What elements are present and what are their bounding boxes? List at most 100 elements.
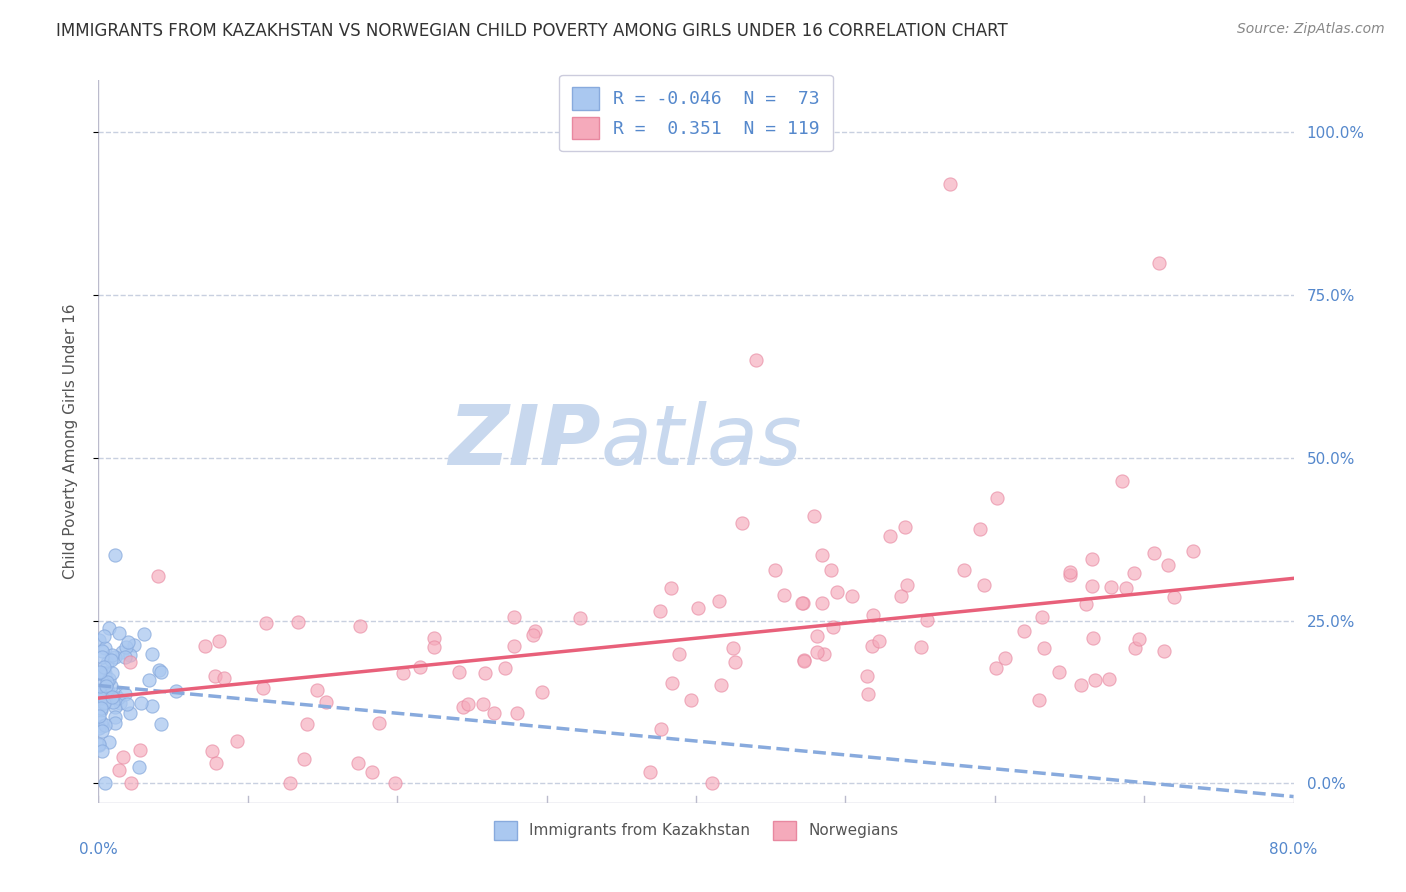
Point bbox=[1032, 641, 1054, 656]
Point bbox=[87, 632, 110, 647]
Point bbox=[128, 760, 150, 774]
Point bbox=[96, 681, 118, 696]
Point bbox=[707, 593, 730, 607]
Point bbox=[361, 765, 384, 780]
Point bbox=[661, 676, 683, 690]
Point bbox=[146, 569, 169, 583]
Point bbox=[138, 673, 160, 688]
Point bbox=[1047, 665, 1070, 680]
Point bbox=[115, 640, 138, 654]
Point bbox=[724, 655, 747, 669]
Point bbox=[474, 666, 496, 681]
Point bbox=[368, 715, 391, 730]
Point bbox=[823, 620, 845, 634]
Point bbox=[806, 629, 828, 643]
Point bbox=[650, 723, 672, 737]
Point bbox=[1084, 673, 1107, 687]
Point bbox=[89, 687, 111, 701]
Point bbox=[810, 548, 832, 562]
Text: atlas: atlas bbox=[600, 401, 801, 482]
Point bbox=[117, 635, 139, 649]
Point bbox=[973, 578, 995, 592]
Point bbox=[896, 578, 918, 592]
Y-axis label: Child Poverty Among Girls Under 16: Child Poverty Among Girls Under 16 bbox=[63, 304, 77, 579]
Point bbox=[803, 508, 825, 523]
Text: 0.0%: 0.0% bbox=[79, 842, 118, 857]
Point bbox=[1182, 544, 1205, 558]
Point bbox=[879, 529, 901, 543]
Point bbox=[96, 657, 118, 671]
Point bbox=[204, 756, 226, 770]
Point bbox=[813, 647, 835, 661]
Point bbox=[763, 563, 786, 577]
Point bbox=[524, 624, 547, 638]
Point bbox=[811, 595, 834, 609]
Point bbox=[1143, 546, 1166, 560]
Point bbox=[201, 744, 224, 758]
Point bbox=[87, 709, 110, 723]
Text: 80.0%: 80.0% bbox=[1270, 842, 1317, 857]
Point bbox=[90, 701, 112, 715]
Point bbox=[1059, 566, 1081, 580]
Point bbox=[212, 672, 235, 686]
Point bbox=[100, 679, 122, 693]
Point bbox=[278, 776, 301, 790]
Point bbox=[131, 696, 153, 710]
Point bbox=[134, 626, 156, 640]
Point bbox=[120, 648, 142, 662]
Point bbox=[984, 661, 1007, 675]
Point bbox=[118, 706, 141, 721]
Point bbox=[1123, 641, 1146, 656]
Point bbox=[1123, 566, 1146, 581]
Point bbox=[731, 516, 754, 530]
Point bbox=[204, 669, 226, 683]
Point bbox=[890, 589, 912, 603]
Point bbox=[640, 765, 662, 780]
Point bbox=[98, 735, 121, 749]
Point bbox=[825, 585, 848, 599]
Point bbox=[194, 639, 217, 653]
Point bbox=[91, 643, 114, 657]
Point bbox=[408, 659, 430, 673]
Point bbox=[91, 667, 114, 681]
Point bbox=[94, 669, 117, 683]
Point bbox=[1070, 678, 1092, 692]
Point bbox=[100, 653, 122, 667]
Text: ZIP: ZIP bbox=[447, 401, 600, 482]
Text: IMMIGRANTS FROM KAZAKHSTAN VS NORWEGIAN CHILD POVERTY AMONG GIRLS UNDER 16 CORRE: IMMIGRANTS FROM KAZAKHSTAN VS NORWEGIAN … bbox=[56, 22, 1008, 40]
Point bbox=[226, 734, 249, 748]
Point bbox=[124, 638, 146, 652]
Point bbox=[287, 615, 309, 629]
Point bbox=[1128, 632, 1150, 647]
Point bbox=[773, 588, 796, 602]
Point bbox=[856, 687, 879, 701]
Point bbox=[793, 653, 815, 667]
Point bbox=[856, 669, 879, 683]
Point bbox=[384, 776, 406, 790]
Point bbox=[522, 628, 544, 642]
Point bbox=[1014, 624, 1036, 639]
Point bbox=[91, 690, 114, 705]
Point bbox=[90, 690, 112, 705]
Point bbox=[451, 699, 474, 714]
Point bbox=[97, 621, 120, 635]
Point bbox=[1081, 552, 1104, 566]
Point bbox=[868, 633, 890, 648]
Point bbox=[820, 563, 842, 577]
Point bbox=[347, 756, 370, 770]
Point bbox=[117, 697, 139, 711]
Point bbox=[745, 353, 768, 368]
Point bbox=[94, 640, 117, 655]
Point bbox=[806, 645, 828, 659]
Point bbox=[1156, 558, 1178, 572]
Point bbox=[457, 697, 479, 711]
Point bbox=[104, 710, 127, 724]
Point bbox=[721, 641, 744, 656]
Text: Source: ZipAtlas.com: Source: ZipAtlas.com bbox=[1237, 22, 1385, 37]
Point bbox=[252, 681, 274, 695]
Point bbox=[894, 520, 917, 534]
Point bbox=[96, 679, 118, 693]
Point bbox=[650, 604, 672, 618]
Point bbox=[108, 764, 131, 778]
Point bbox=[104, 687, 127, 701]
